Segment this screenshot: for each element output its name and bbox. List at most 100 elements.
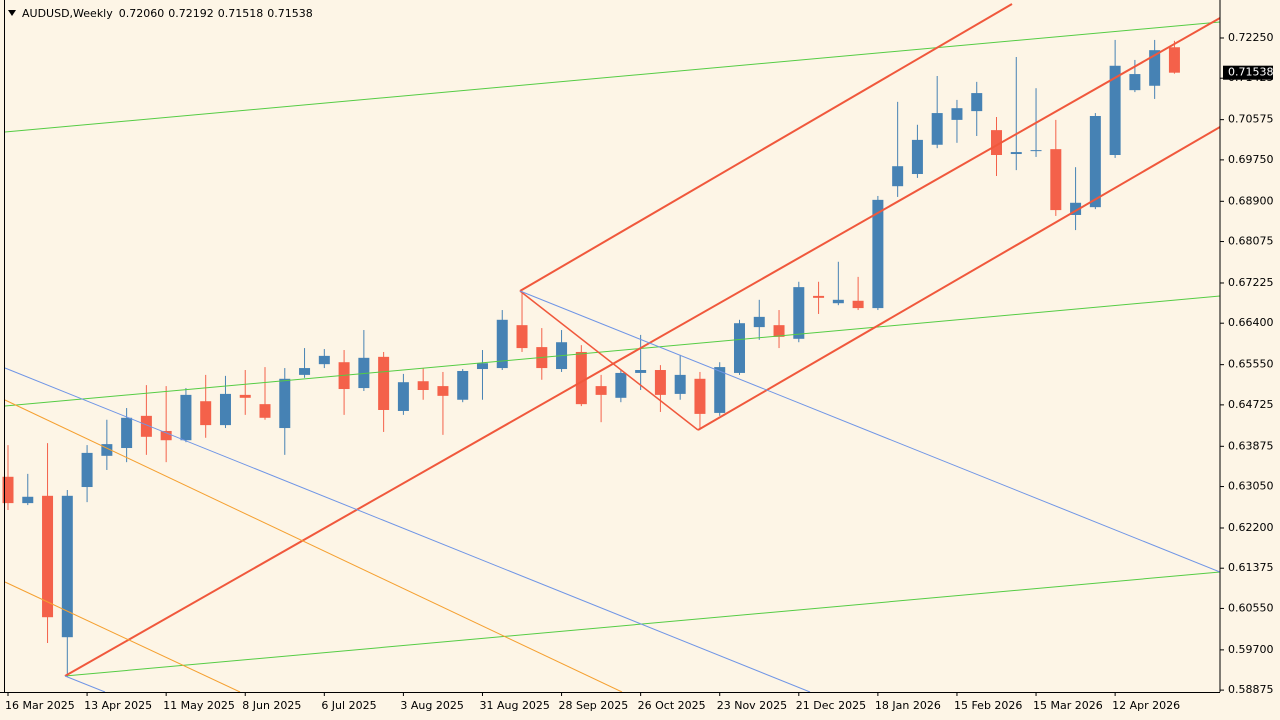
candle-body	[773, 325, 785, 337]
candle-body	[121, 417, 133, 449]
candle-body	[101, 444, 113, 456]
x-tick-label: 21 Dec 2025	[796, 699, 866, 712]
axes: 0.722500.714250.705750.697500.689000.680…	[5, 31, 1274, 712]
pitchfork-line	[519, 290, 699, 431]
x-tick-label: 15 Mar 2026	[1033, 699, 1103, 712]
pitchfork-line	[519, 3, 1013, 292]
candle-body	[140, 415, 152, 437]
y-tick-label: 0.60550	[1228, 601, 1274, 614]
candles	[2, 39, 1180, 678]
x-tick-label: 3 Aug 2025	[400, 699, 463, 712]
candle-body	[575, 351, 587, 405]
y-tick-label: 0.62200	[1228, 521, 1274, 534]
y-tick-label: 0.68900	[1228, 194, 1274, 207]
x-tick-label: 23 Nov 2025	[717, 699, 787, 712]
candle-body	[635, 370, 647, 373]
candle-body	[872, 199, 884, 309]
y-tick-label: 0.63050	[1228, 480, 1274, 493]
candle-body	[437, 386, 449, 396]
candle-body	[733, 323, 745, 373]
y-tick-label: 0.61375	[1228, 561, 1274, 574]
x-tick-label: 11 May 2025	[163, 699, 235, 712]
high: 0.72192	[168, 7, 214, 20]
candle-body	[714, 367, 726, 413]
candle-body	[239, 394, 251, 398]
candle-body	[2, 476, 14, 504]
x-tick-label: 26 Oct 2025	[638, 699, 706, 712]
candle-body	[674, 374, 686, 394]
symbol: AUDUSD,Weekly	[22, 7, 113, 20]
candle-body	[931, 113, 943, 145]
y-tick-label: 0.65550	[1228, 358, 1274, 371]
y-tick-label: 0.68075	[1228, 235, 1274, 248]
x-tick-label: 15 Feb 2026	[954, 699, 1022, 712]
candle-body	[219, 393, 231, 426]
trend-line	[64, 571, 1220, 677]
pitchfork-line	[64, 17, 1220, 677]
candle-body	[654, 370, 666, 395]
candle-body	[753, 316, 765, 328]
candle-body	[417, 381, 429, 391]
y-tick-label: 0.67225	[1228, 276, 1274, 289]
candle-body	[516, 325, 528, 349]
candle-body	[476, 363, 488, 370]
channel-line	[519, 290, 1220, 573]
x-tick-label: 31 Aug 2025	[479, 699, 549, 712]
candle-body	[1050, 149, 1062, 211]
pitchfork-line	[697, 126, 1220, 431]
candle-body	[22, 496, 34, 504]
candle-body	[1109, 65, 1121, 155]
candle-body	[81, 452, 93, 488]
candle-body	[299, 368, 311, 375]
candle-body	[793, 287, 805, 339]
last-price-box	[1223, 65, 1273, 80]
x-tick-label: 12 Apr 2026	[1112, 699, 1180, 712]
candle-body	[259, 404, 271, 418]
candle-body	[1089, 115, 1101, 208]
candle-body	[1070, 202, 1082, 215]
last-price-label: 0.71538	[1228, 66, 1274, 79]
y-tick-label: 0.58875	[1228, 683, 1274, 696]
candle-body	[1010, 152, 1022, 155]
candle-body	[694, 378, 706, 414]
candle-body	[1149, 50, 1161, 86]
channel-line	[4, 399, 623, 692]
y-tick-label: 0.59700	[1228, 643, 1274, 656]
trend-line	[4, 295, 1220, 407]
close: 0.71538	[267, 7, 313, 20]
channel-line	[4, 581, 241, 692]
candle-body	[200, 401, 212, 426]
candle-body	[1030, 150, 1042, 152]
y-tick-label: 0.70575	[1228, 113, 1274, 126]
y-tick-label: 0.64725	[1228, 398, 1274, 411]
candle-body	[832, 299, 844, 304]
header: AUDUSD,Weekly 0.72060 0.72192 0.71518 0.7153…	[22, 7, 313, 20]
candle-body	[1168, 47, 1180, 73]
x-tick-label: 18 Jan 2026	[875, 699, 941, 712]
drawing-tools	[4, 3, 1220, 692]
candle-body	[358, 357, 370, 389]
channel-line	[64, 675, 106, 692]
candle-body	[852, 300, 864, 309]
x-tick-label: 16 Mar 2025	[5, 699, 75, 712]
x-tick-label: 13 Apr 2025	[84, 699, 152, 712]
candle-body	[911, 139, 923, 175]
candle-body	[318, 355, 330, 365]
candle-body	[892, 166, 904, 187]
x-tick-label: 6 Jul 2025	[321, 699, 376, 712]
candle-body	[1129, 74, 1141, 91]
candle-body	[457, 370, 469, 400]
candle-body	[160, 430, 172, 441]
candle-body	[279, 378, 291, 429]
low: 0.71518	[218, 7, 264, 20]
candle-body	[595, 386, 607, 395]
channel-line	[4, 367, 811, 692]
candle-body	[397, 382, 409, 411]
menu-arrow[interactable]	[8, 10, 16, 16]
candle-body	[971, 93, 983, 112]
candle-body	[991, 130, 1002, 155]
y-tick-label: 0.66400	[1228, 316, 1274, 329]
candle-body	[951, 108, 963, 120]
